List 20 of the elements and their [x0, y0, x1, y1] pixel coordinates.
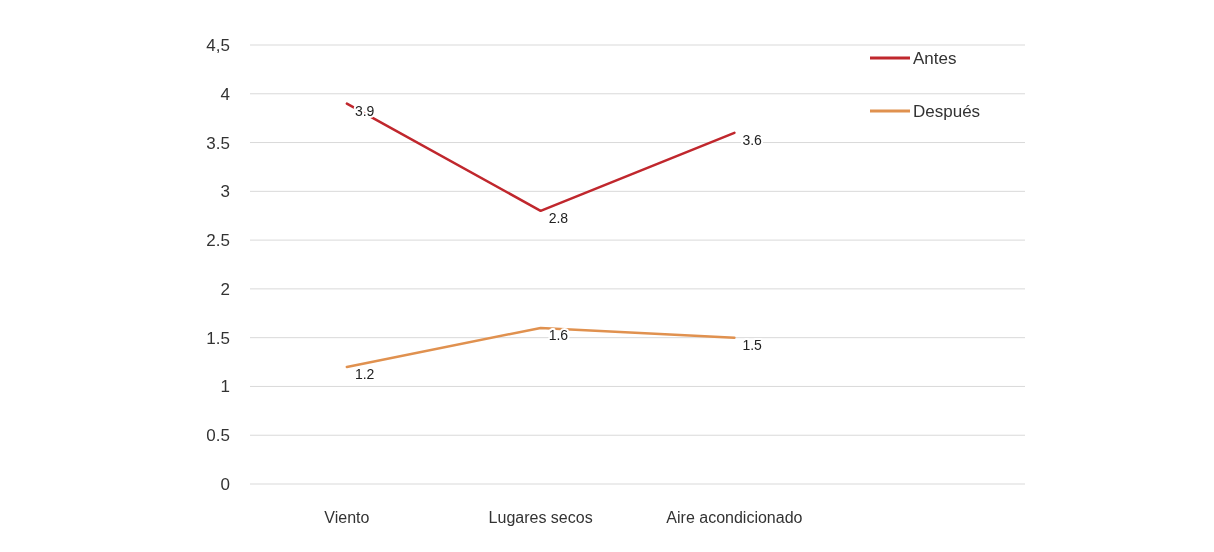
data-label: 1.2 — [354, 365, 375, 382]
y-tick-label: 0.5 — [206, 426, 230, 446]
x-tick-label: Aire acondicionado — [666, 509, 803, 526]
data-label: 1.6 — [548, 326, 569, 343]
y-tick-label: 1.5 — [206, 328, 230, 348]
legend-label: Después — [913, 101, 981, 121]
y-tick-label: 1 — [220, 377, 230, 397]
y-tick-label: 4 — [220, 84, 230, 104]
y-tick-label: 0 — [220, 474, 230, 494]
data-label: 3.6 — [742, 131, 763, 148]
data-label: 1.5 — [742, 336, 763, 353]
y-tick-label: 3 — [220, 182, 230, 202]
y-tick-label: 3.5 — [206, 133, 230, 153]
y-tick-label: 2.5 — [206, 231, 230, 251]
data-label: 2.8 — [548, 209, 569, 226]
x-tick-label: Lugares secos — [488, 509, 593, 526]
y-tick-label: 4,5 — [206, 35, 230, 55]
legend-label: Antes — [913, 48, 957, 68]
x-tick-label: Viento — [324, 509, 370, 526]
y-tick-label: 2 — [220, 279, 230, 299]
